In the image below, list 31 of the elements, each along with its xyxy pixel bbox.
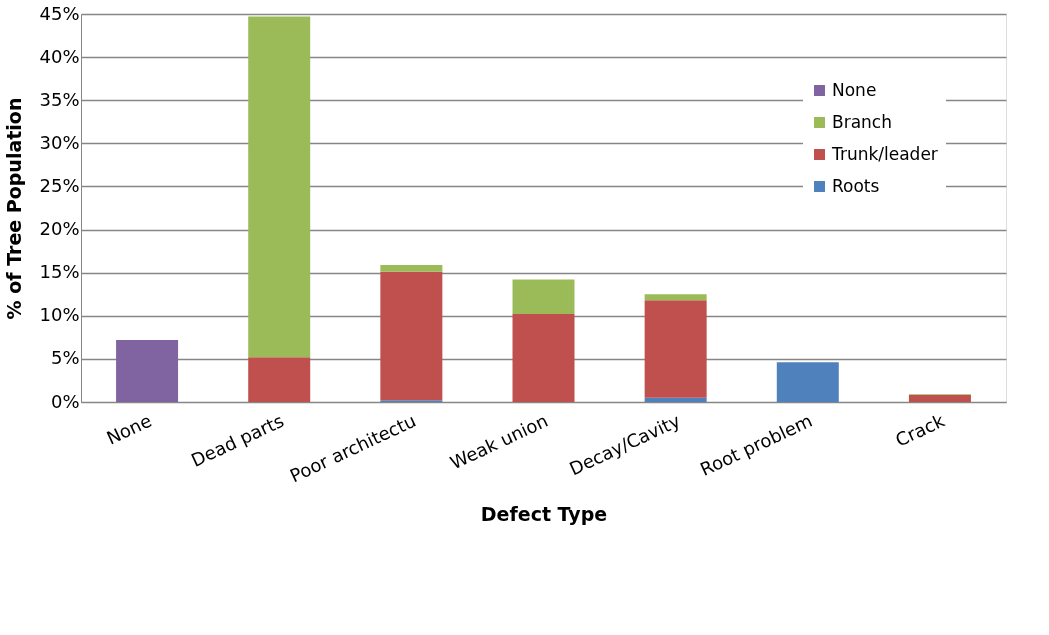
y-tick-label: 0% (50, 390, 80, 412)
y-tick-label: 45% (39, 2, 80, 24)
y-tick-label: 30% (39, 131, 80, 153)
y-tick-label: 20% (39, 218, 80, 240)
bar (644, 397, 707, 402)
y-tick-label: 15% (39, 261, 80, 283)
bar (644, 300, 707, 398)
bar (248, 357, 311, 402)
bar (644, 294, 707, 301)
bar (776, 362, 839, 402)
bar (380, 271, 443, 401)
x-tick-label: Crack (892, 409, 949, 451)
y-tick-label: 5% (50, 347, 80, 369)
bar (512, 279, 575, 315)
legend-label: Roots (832, 175, 880, 196)
bar (908, 395, 971, 402)
x-tick-label: Weak union (446, 409, 552, 474)
bar (512, 314, 575, 402)
bar (248, 16, 311, 358)
y-tick-label: 10% (39, 304, 80, 326)
y-tick-label: 40% (39, 45, 80, 67)
y-tick-label: 25% (39, 174, 80, 196)
legend-label: Branch (832, 111, 892, 132)
bar (380, 264, 443, 272)
y-tick-label: 35% (39, 88, 80, 110)
x-axis-title: Defect Type (480, 503, 608, 526)
legend-label: None (832, 79, 877, 100)
x-tick-label: None (103, 409, 155, 449)
bar (116, 339, 179, 402)
legend-label: Trunk/leader (831, 143, 938, 164)
y-axis-title: % of Tree Population (3, 97, 26, 320)
